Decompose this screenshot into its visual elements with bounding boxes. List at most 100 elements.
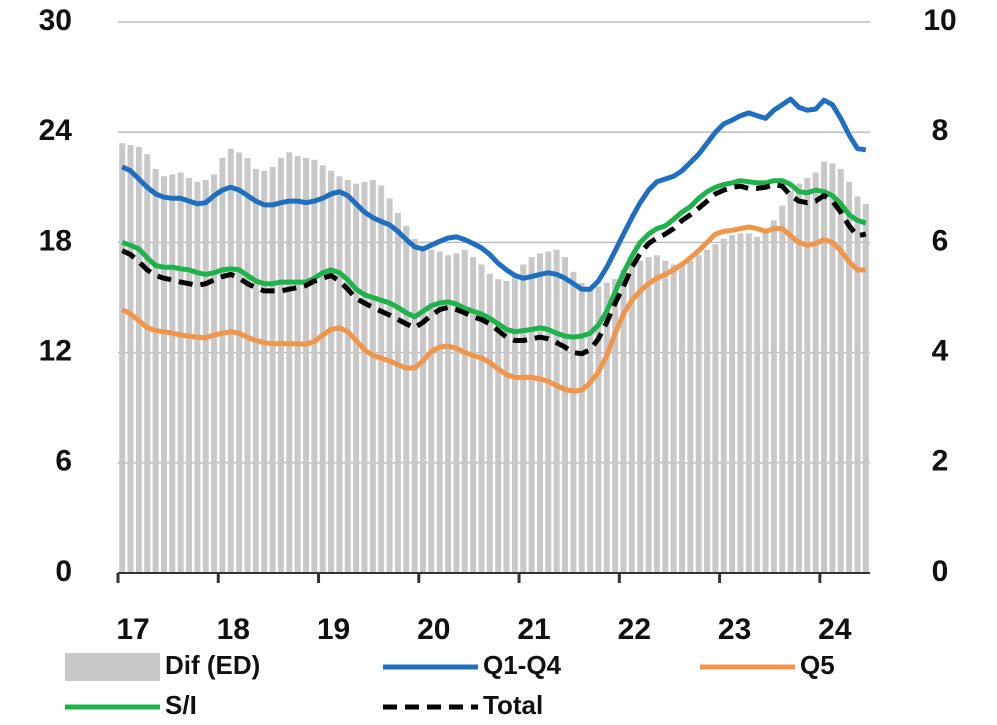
bar — [135, 146, 142, 574]
bar — [445, 255, 452, 574]
x-tick-label: 17 — [116, 613, 149, 646]
bar — [186, 178, 192, 573]
bar — [486, 273, 493, 573]
bar — [679, 264, 685, 573]
bar — [712, 244, 719, 573]
bar — [194, 181, 201, 574]
bar — [286, 152, 293, 574]
bar — [344, 179, 351, 573]
bar — [369, 179, 376, 573]
bar — [528, 257, 535, 573]
bar — [453, 253, 460, 574]
legend-swatch — [65, 653, 160, 681]
bar — [119, 143, 126, 573]
bar — [662, 260, 669, 573]
bar — [562, 257, 568, 573]
bar — [846, 181, 853, 574]
y2-tick-label: 4 — [932, 335, 949, 368]
y2-tick-label: 10 — [923, 4, 956, 37]
line — [121, 96, 867, 292]
bar — [311, 159, 318, 573]
legend-label: Q5 — [800, 650, 835, 680]
bar — [837, 168, 844, 573]
bar — [762, 233, 769, 573]
x-tick-label: 22 — [618, 613, 651, 646]
bar — [436, 251, 443, 574]
y-tick-label: 0 — [55, 555, 72, 588]
bar — [503, 280, 510, 573]
bar — [144, 154, 151, 574]
bar — [862, 203, 869, 573]
line — [121, 224, 866, 394]
bar — [645, 257, 652, 573]
bar — [336, 176, 343, 573]
y2-tick-label: 2 — [932, 445, 949, 478]
bar — [745, 233, 752, 573]
bar — [478, 264, 485, 573]
bar — [628, 264, 635, 573]
bar — [670, 264, 677, 573]
y2-tick-label: 0 — [932, 555, 949, 588]
bar — [303, 157, 309, 573]
legend-label: S/I — [165, 690, 197, 720]
bar — [637, 260, 644, 573]
bar — [787, 190, 794, 573]
y-tick-label: 12 — [39, 335, 72, 368]
x-tick-label: 19 — [317, 613, 350, 646]
bar — [796, 183, 802, 574]
legend-label: Total — [483, 690, 543, 720]
bar — [328, 170, 335, 573]
bar — [386, 198, 393, 573]
bar — [319, 165, 326, 573]
bar — [620, 269, 627, 573]
x-tick-label: 18 — [217, 613, 250, 646]
bar — [152, 168, 159, 573]
bar — [854, 196, 861, 573]
bar — [361, 181, 368, 574]
bar — [219, 157, 226, 573]
bar — [704, 249, 711, 573]
bar — [378, 185, 385, 574]
bar — [729, 235, 736, 573]
bar — [202, 179, 209, 573]
x-tick-label: 20 — [417, 613, 450, 646]
bar — [520, 264, 527, 573]
line — [121, 178, 867, 340]
y2-tick-label: 6 — [932, 224, 949, 257]
bar — [603, 282, 610, 573]
legend-label: Dif (ED) — [165, 650, 260, 680]
bar — [770, 220, 777, 574]
bar — [570, 271, 577, 573]
bar — [277, 157, 284, 573]
bar — [536, 253, 543, 574]
bar — [578, 282, 585, 573]
legend-label: Q1-Q4 — [483, 650, 562, 680]
bar — [754, 236, 761, 573]
x-tick-label: 24 — [818, 613, 852, 646]
bar — [227, 148, 234, 574]
bar — [394, 213, 401, 573]
bar — [211, 174, 218, 573]
bar — [595, 286, 602, 573]
bar — [169, 174, 176, 573]
bar — [294, 156, 301, 573]
bar — [403, 225, 410, 573]
bar — [411, 238, 418, 573]
bar — [420, 246, 426, 573]
bar — [587, 290, 594, 573]
bar — [127, 145, 134, 573]
line — [121, 182, 867, 357]
bar — [804, 178, 811, 573]
bar — [461, 249, 468, 573]
bar — [821, 161, 828, 573]
y2-tick-label: 8 — [932, 114, 949, 147]
y-tick-label: 18 — [39, 224, 72, 257]
bar — [695, 255, 702, 574]
bar — [244, 157, 251, 573]
bar — [553, 249, 560, 573]
bar — [779, 205, 786, 573]
bar — [428, 249, 435, 573]
bar — [160, 176, 167, 573]
bar — [252, 168, 259, 573]
